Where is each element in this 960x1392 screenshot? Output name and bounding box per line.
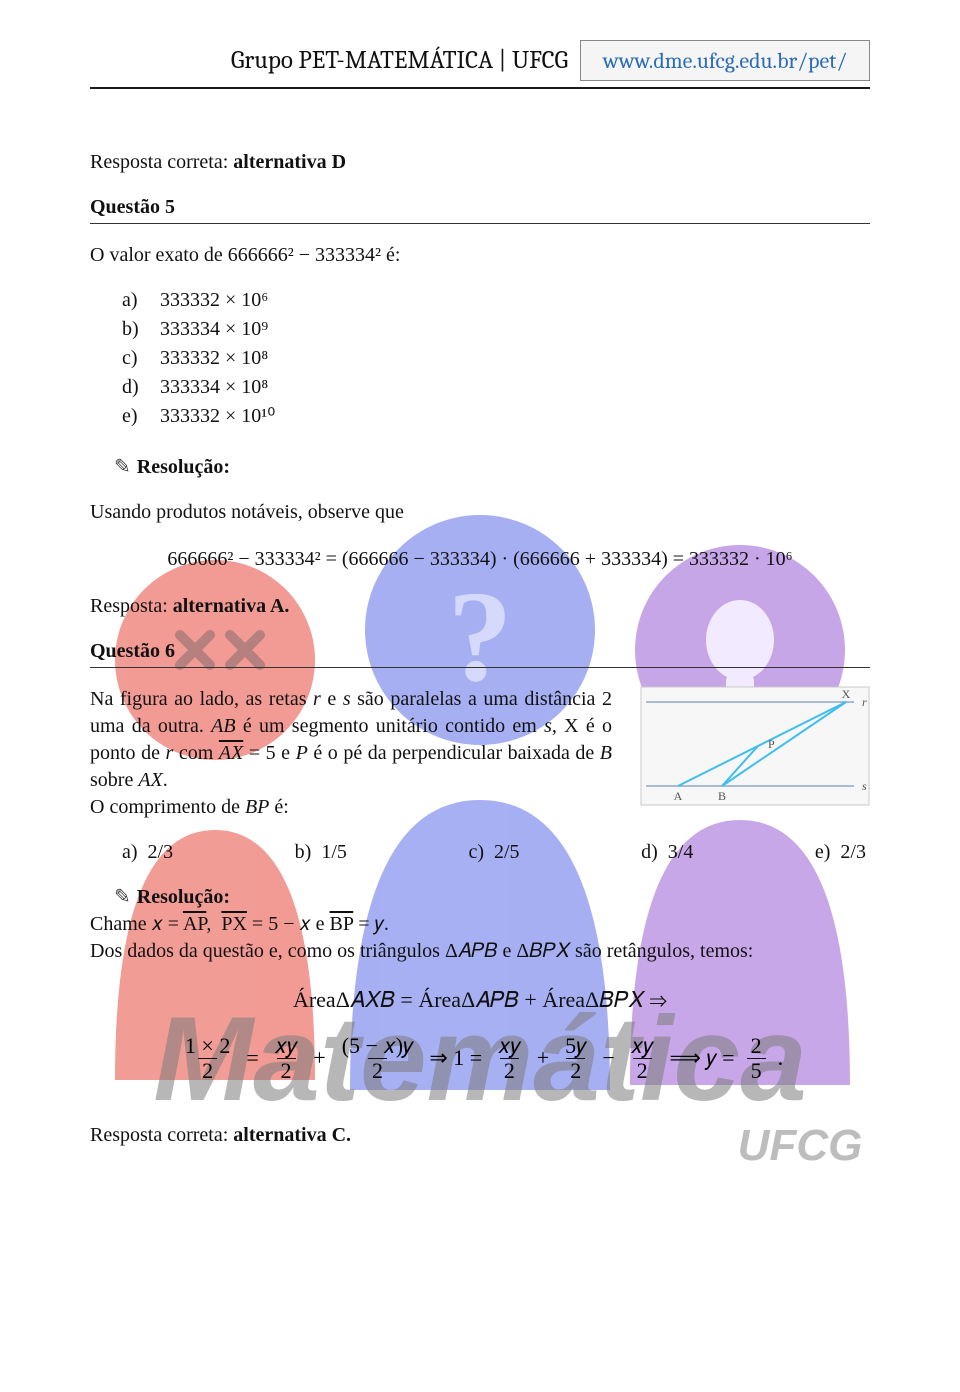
header-title: Grupo PET-MATEMÁTICA | UFCG: [90, 40, 580, 81]
page-header: Grupo PET-MATEMÁTICA | UFCG www.dme.ufcg…: [90, 40, 870, 81]
q5-options: a)333332 × 10⁶ b)333334 × 10⁹ c)333332 ×…: [90, 287, 870, 430]
q6-option-a: a)2/3: [122, 839, 173, 866]
q6-title: Questão 6: [90, 640, 175, 662]
q6-option-d: d)3/4: [641, 839, 693, 866]
q6-stem: Na figura ao lado, as retas r e s são pa…: [90, 686, 612, 821]
q6-answer: Resposta correta: alternativa C.: [90, 1122, 870, 1149]
pencil-icon: ✎: [114, 886, 131, 908]
q6-line1: Chame 𝑥 = AP, PX = 5 − 𝑥 e BP = 𝑦.: [90, 911, 870, 938]
q6-options: a)2/3 b)1/5 c)2/5 d)3/4 e)2/3: [90, 839, 870, 866]
fig-label-P: P: [768, 737, 775, 751]
fig-label-A: A: [674, 789, 683, 803]
q5-option-d: d)333334 × 10⁸: [122, 374, 870, 401]
q5-option-a: a)333332 × 10⁶: [122, 287, 870, 314]
q5-resolucao-label: ✎Resolução:: [90, 454, 870, 481]
fig-label-X: X: [842, 687, 851, 701]
fig-label-B: B: [718, 789, 726, 803]
q5-title: Questão 5: [90, 196, 175, 218]
q6-figure: X r s A B P: [640, 686, 870, 811]
q6-area-eq: ÁreaΔ𝐴𝑋𝐵 = ÁreaΔ𝐴𝑃𝐵 + ÁreaΔ𝐵𝑃𝑋 ⇒: [90, 985, 870, 1015]
fig-label-s: s: [862, 779, 867, 793]
pencil-icon: ✎: [114, 456, 131, 478]
q5-option-c: c)333332 × 10⁸: [122, 345, 870, 372]
q6-frac-eq: 1 × 22 = 𝑥𝑦2 + (5 − 𝑥)𝑦2 ⇒ 1 = 𝑥𝑦2 + 5𝑦2…: [90, 1035, 870, 1082]
q5-equation: 666666² − 333334² = (666666 − 333334) · …: [90, 546, 870, 573]
fig-label-r: r: [862, 695, 867, 709]
q6-option-b: b)1/5: [295, 839, 347, 866]
q5-answer: Resposta: alternativa A.: [90, 593, 870, 620]
prev-answer: Resposta correta: alternativa D: [90, 149, 870, 176]
q5-rule: [90, 223, 870, 224]
q6-option-e: e)2/3: [815, 839, 866, 866]
q5-stem: O valor exato de 666666² − 333334² é:: [90, 242, 870, 269]
header-rule: [90, 87, 870, 89]
q6-rule: [90, 667, 870, 668]
q5-option-b: b)333334 × 10⁹: [122, 316, 870, 343]
q6-line2: Dos dados da questão e, como os triângul…: [90, 938, 870, 965]
q6-resolucao-label: ✎Resolução:: [90, 884, 870, 911]
q5-option-e: e)333332 × 10¹⁰: [122, 403, 870, 430]
q5-line1: Usando produtos notáveis, observe que: [90, 499, 870, 526]
header-url: www.dme.ufcg.edu.br/pet/: [580, 40, 870, 81]
q6-option-c: c)2/5: [468, 839, 519, 866]
